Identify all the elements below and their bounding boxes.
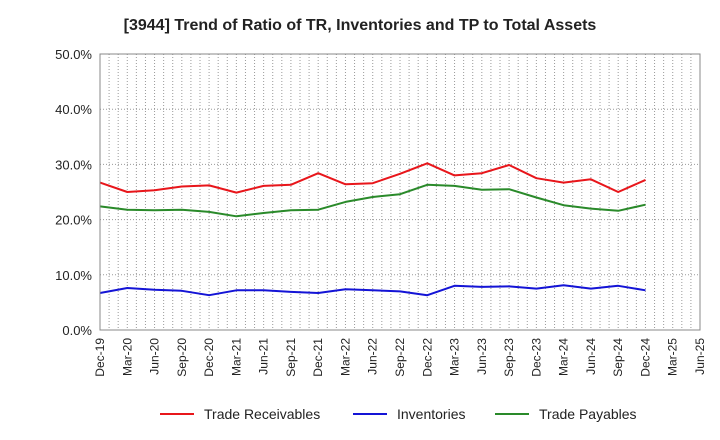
x-tick-label: Jun-24	[584, 338, 598, 375]
series-lines	[99, 162, 646, 297]
series-line-trade-payables	[99, 183, 646, 218]
x-tick-label: Mar-21	[229, 338, 243, 376]
x-tick-label: Sep-20	[175, 338, 189, 377]
x-tick-label: Mar-23	[448, 338, 462, 376]
legend: Trade Receivables Inventories Trade Payabl…	[160, 406, 637, 422]
y-tick-label: 40.0%	[55, 102, 92, 117]
series-line-inventories	[99, 284, 646, 297]
legend-label-trade-payables: Trade Payables	[539, 406, 637, 422]
x-tick-label: Mar-25	[666, 338, 680, 376]
x-tick-label: Sep-24	[611, 338, 625, 377]
x-tick-label: Sep-23	[502, 338, 516, 377]
chart-title: [3944] Trend of Ratio of TR, Inventories…	[124, 17, 597, 34]
x-axis-ticks: Dec-19 Mar-20 Jun-20 Sep-20 Dec-20 Mar-21 Jun-…	[93, 338, 707, 377]
y-tick-label: 20.0%	[55, 213, 92, 228]
x-tick-label: Jun-22	[366, 338, 380, 375]
x-tick-label: Dec-19	[93, 338, 107, 377]
series-line-trade-receivables	[99, 162, 646, 194]
x-tick-label: Sep-21	[284, 338, 298, 377]
x-tick-label: Dec-23	[529, 338, 543, 377]
x-tick-label: Sep-22	[393, 338, 407, 377]
x-tick-label: Dec-22	[420, 338, 434, 377]
x-tick-label: Mar-22	[338, 338, 352, 376]
y-tick-label: 10.0%	[55, 268, 92, 283]
y-tick-label: 50.0%	[55, 47, 92, 62]
y-axis-ticks: 0.0% 10.0% 20.0% 30.0% 40.0% 50.0%	[55, 47, 92, 338]
x-tick-label: Dec-24	[638, 338, 652, 377]
x-tick-label: Jun-23	[475, 338, 489, 375]
x-tick-label: Jun-25	[693, 338, 707, 375]
x-tick-label: Jun-21	[257, 338, 271, 375]
plot-frame	[99, 53, 701, 331]
y-tick-label: 30.0%	[55, 157, 92, 172]
x-tick-label: Mar-20	[120, 338, 134, 376]
legend-label-trade-receivables: Trade Receivables	[204, 406, 320, 422]
x-tick-label: Jun-20	[148, 338, 162, 375]
grid	[99, 53, 700, 331]
x-tick-label: Dec-21	[311, 338, 325, 377]
y-tick-label: 0.0%	[62, 323, 92, 338]
legend-label-inventories: Inventories	[397, 406, 465, 422]
x-tick-label: Mar-24	[557, 338, 571, 376]
x-tick-label: Dec-20	[202, 338, 216, 377]
